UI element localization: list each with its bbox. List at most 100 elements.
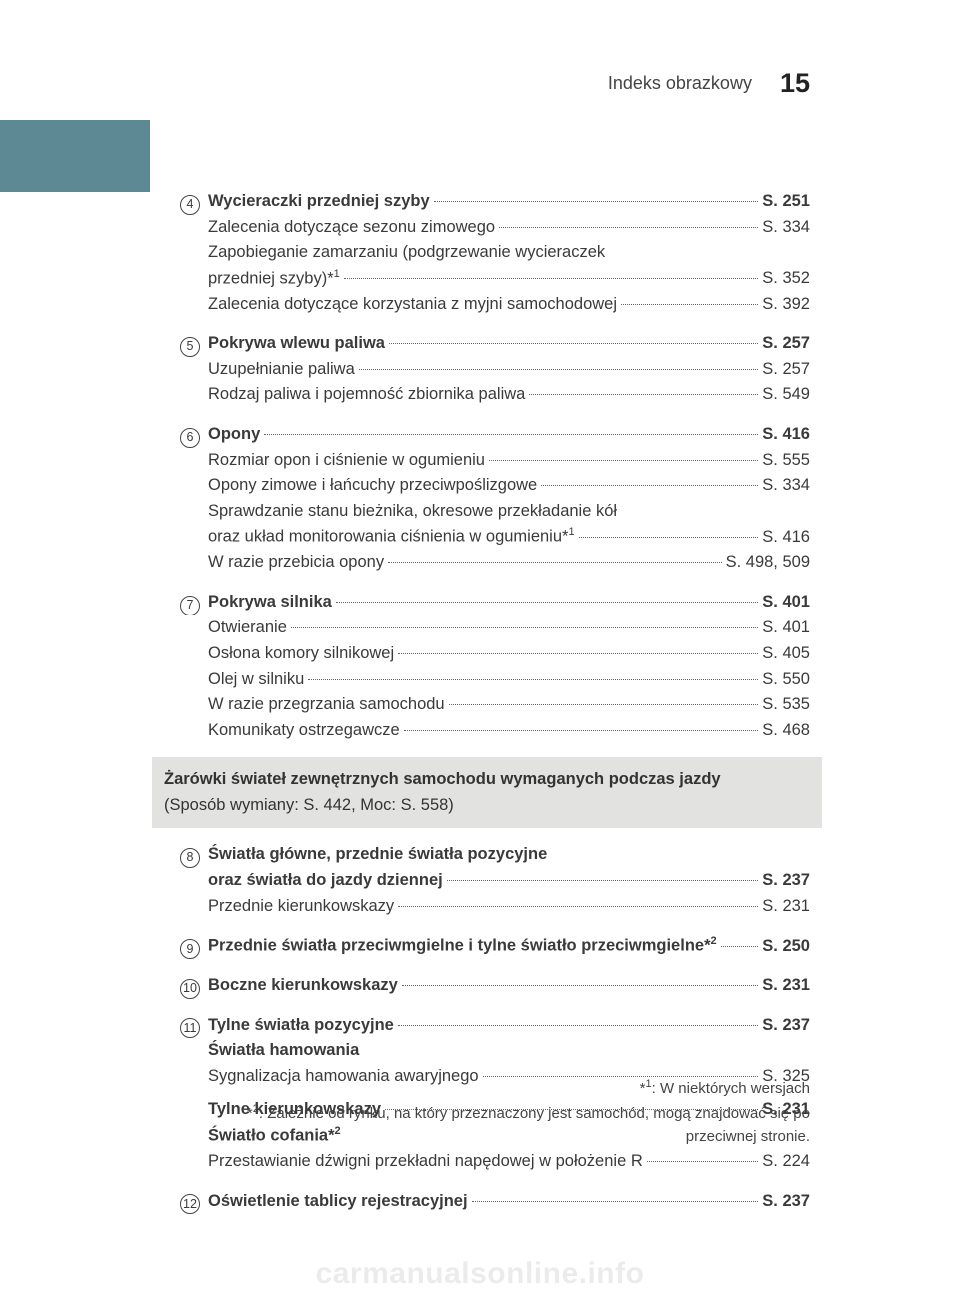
index-label: Rodzaj paliwa i pojemność zbiornika pali… (208, 382, 525, 408)
index-group: 8Światła główne, przednie światła pozycy… (180, 842, 810, 919)
index-group: 10Boczne kierunkowskazy S. 231 (180, 973, 810, 999)
index-line: Rodzaj paliwa i pojemność zbiornika pali… (180, 382, 810, 408)
page-ref: S. 231 (762, 973, 810, 999)
page-ref: S. 224 (762, 1149, 810, 1175)
index-label: Osłona komory silnikowej (208, 641, 394, 667)
leader-dots (449, 704, 759, 705)
index-line: przedniej szyby)*1 S. 352 (180, 266, 810, 292)
footnote-2: *2: Zależnie od rynku, na który przeznac… (180, 1101, 810, 1149)
index-label: Tylne światła pozycyjne (208, 1013, 394, 1039)
list-marker: 6 (180, 428, 200, 448)
list-marker: 12 (180, 1194, 200, 1214)
leader-dots (472, 1201, 759, 1202)
index-label: Zalecenia dotyczące korzystania z myjni … (208, 292, 617, 318)
list-marker: 5 (180, 337, 200, 357)
page-ref: S. 257 (762, 331, 810, 357)
page-ref: S. 257 (762, 357, 810, 383)
page-ref: S. 251 (762, 189, 810, 215)
index-label: przedniej szyby)*1 (208, 266, 340, 292)
page-ref: S. 535 (762, 692, 810, 718)
footnotes: *1: W niektórych wersjach *2: Zależnie o… (180, 1076, 810, 1148)
page-ref: S. 237 (762, 1013, 810, 1039)
page-ref: S. 555 (762, 448, 810, 474)
leader-dots (402, 985, 758, 986)
list-marker: 4 (180, 195, 200, 215)
index-section-bottom: 8Światła główne, przednie światła pozycy… (180, 842, 810, 1214)
index-group: 4Wycieraczki przedniej szyby S. 251Zalec… (180, 189, 810, 317)
list-marker: 8 (180, 848, 200, 868)
index-line: Opony zimowe i łańcuchy przeciwpoślizgow… (180, 473, 810, 499)
footnote-text: : Zależnie od rynku, na który przeznaczo… (259, 1105, 810, 1145)
index-line: Światła hamowania (180, 1038, 810, 1064)
leader-dots (647, 1161, 759, 1162)
leader-dots (721, 946, 759, 947)
index-line: 7Pokrywa silnikaS. 401 (180, 590, 810, 616)
leader-dots (499, 227, 758, 228)
index-label: Przestawianie dźwigni przekładni napędow… (208, 1149, 643, 1175)
divider-title: Żarówki świateł zewnętrznych samochodu w… (164, 767, 806, 793)
page-ref: S. 231 (762, 894, 810, 920)
index-label: Zalecenia dotyczące sezonu zimowego (208, 215, 495, 241)
index-label: Światła hamowania (208, 1038, 359, 1064)
page-ref: S. 237 (762, 868, 810, 894)
leader-dots (447, 880, 759, 881)
leader-dots (489, 460, 758, 461)
index-label: oraz układ monitorowania ciśnienia w ogu… (208, 524, 575, 550)
index-line: 12Oświetlenie tablicy rejestracyjnej S. … (180, 1189, 810, 1215)
index-group: 6Opony S. 416Rozmiar opon i ciśnienie w … (180, 422, 810, 576)
index-group: 12Oświetlenie tablicy rejestracyjnej S. … (180, 1189, 810, 1215)
index-label: Olej w silniku (208, 667, 304, 693)
index-section-top: 4Wycieraczki przedniej szyby S. 251Zalec… (180, 189, 810, 743)
leader-dots (388, 562, 722, 563)
page-ref: S. 334 (762, 215, 810, 241)
index-label: oraz światła do jazdy dziennej (208, 868, 443, 894)
page-ref: S. 392 (762, 292, 810, 318)
leader-dots (434, 201, 759, 202)
index-line: Uzupełnianie paliwa S. 257 (180, 357, 810, 383)
index-label: Uzupełnianie paliwa (208, 357, 355, 383)
index-line: Zalecenia dotyczące sezonu zimowego S. 33… (180, 215, 810, 241)
leader-dots (404, 730, 759, 731)
leader-dots (359, 369, 759, 370)
index-label: Wycieraczki przedniej szyby (208, 189, 430, 215)
leader-dots (336, 602, 758, 603)
page-header: Indeks obrazkowy 15 (100, 68, 860, 99)
index-label: Przednie kierunkowskazy (208, 894, 394, 920)
content-area: 4Wycieraczki przedniej szyby S. 251Zalec… (100, 189, 860, 1214)
index-line: 5Pokrywa wlewu paliwa S. 257 (180, 331, 810, 357)
index-group: 7Pokrywa silnikaS. 401Otwieranie S. 401O… (180, 590, 810, 743)
index-line: 6 Opony S. 416 (180, 422, 810, 448)
page: Indeks obrazkowy 15 4 Wycieraczki przedni… (0, 0, 960, 1313)
page-ref: S. 352 (762, 266, 810, 292)
index-label: W razie przebicia opony (208, 550, 384, 576)
index-label: Pokrywa silnika (208, 590, 332, 616)
index-line: oraz układ monitorowania ciśnienia w ogu… (180, 524, 810, 550)
index-label: Przednie światła przeciwmgielne i tylne … (208, 933, 717, 959)
list-marker: 9 (180, 939, 200, 959)
leader-dots (264, 434, 758, 435)
index-label: Rozmiar opon i ciśnienie w ogumieniu (208, 448, 485, 474)
header-title: Indeks obrazkowy (608, 73, 752, 94)
index-group: 9 Przednie światła przeciwmgielne i tylne… (180, 933, 810, 959)
page-ref: S. 334 (762, 473, 810, 499)
leader-dots (344, 278, 759, 279)
leader-dots (621, 304, 758, 305)
index-line: Osłona komory silnikowej S. 405 (180, 641, 810, 667)
list-marker: 7 (180, 596, 200, 616)
page-ref: S. 405 (762, 641, 810, 667)
index-label: Opony (208, 422, 260, 448)
page-ref: S. 237 (762, 1189, 810, 1215)
leader-dots (529, 394, 758, 395)
leader-dots (291, 627, 758, 628)
leader-dots (389, 343, 758, 344)
index-line: Otwieranie S. 401 (180, 615, 810, 641)
index-label: Opony zimowe i łańcuchy przeciwpoślizgow… (208, 473, 537, 499)
watermark: carmanualsonline.info (0, 1257, 960, 1291)
index-group: 5Pokrywa wlewu paliwa S. 257Uzupełnianie… (180, 331, 810, 408)
page-ref: S. 549 (762, 382, 810, 408)
page-ref: S. 250 (762, 934, 810, 960)
index-line: Przestawianie dźwigni przekładni napędow… (180, 1149, 810, 1175)
index-line: Rozmiar opon i ciśnienie w ogumieniu S. … (180, 448, 810, 474)
page-ref: S. 416 (762, 422, 810, 448)
footnote-text: : W niektórych wersjach (652, 1080, 810, 1097)
